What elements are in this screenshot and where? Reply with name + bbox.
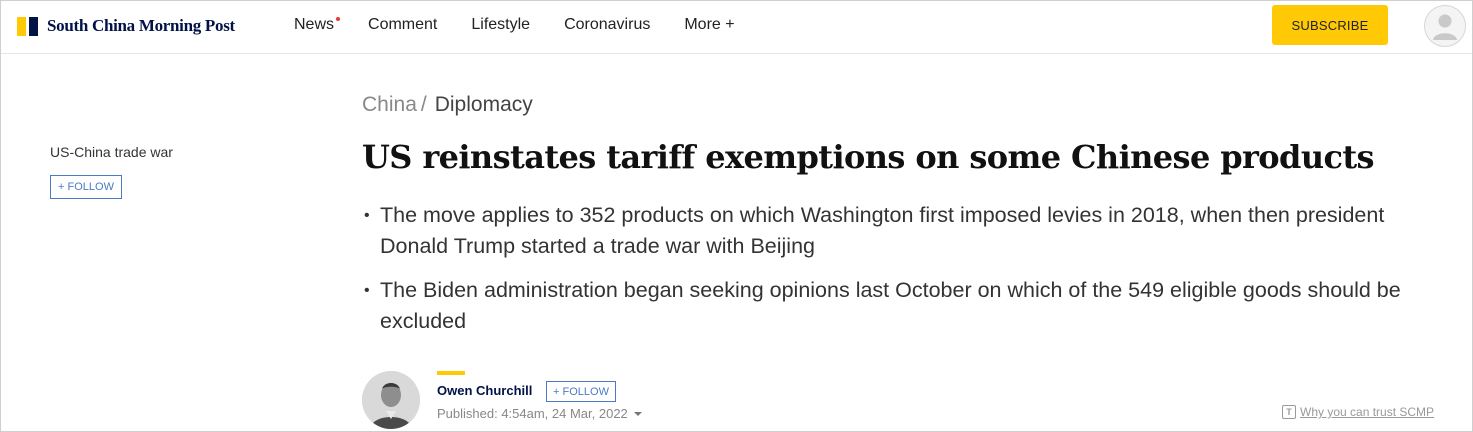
summary-bullet: The Biden administration began seeking o… [364, 275, 1404, 337]
author-name[interactable]: Owen Churchill [437, 383, 533, 398]
nav-item-label: Lifestyle [471, 16, 531, 33]
breadcrumb-separator: / [420, 93, 427, 116]
main-nav: News Comment Lifestyle Coronavirus More … [294, 16, 769, 34]
follow-author-button[interactable]: + FOLLOW [546, 381, 616, 402]
scmp-logo-mark-icon [17, 16, 38, 36]
author-accent-bar [437, 371, 465, 375]
follow-topic-button[interactable]: + FOLLOW [50, 175, 122, 199]
nav-item-label: News [294, 16, 335, 33]
published-date[interactable]: Published: 4:54am, 24 Mar, 2022 [437, 406, 642, 421]
user-avatar-icon[interactable] [1424, 5, 1466, 47]
nav-item-label: Coronavirus [564, 16, 651, 33]
author-avatar[interactable] [362, 371, 420, 429]
subscribe-button[interactable]: SUBSCRIBE [1272, 5, 1388, 45]
article-headline: US reinstates tariff exemptions on some … [362, 138, 1375, 176]
t-badge-icon: T [1282, 405, 1296, 419]
nav-item-news[interactable]: News [294, 16, 341, 34]
nav-item-more[interactable]: More + [684, 16, 734, 34]
nav-item-label: Comment [368, 16, 438, 33]
nav-item-label: More + [684, 16, 735, 33]
top-navigation-bar: South China Morning Post News Comment Li… [1, 1, 1472, 54]
summary-list: The move applies to 352 products on whic… [364, 200, 1404, 350]
trust-link[interactable]: T Why you can trust SCMP [1282, 405, 1434, 419]
logo-text: South China Morning Post [47, 16, 235, 35]
nav-item-coronavirus[interactable]: Coronavirus [564, 16, 650, 34]
topic-label[interactable]: US-China trade war [50, 144, 173, 160]
nav-item-comment[interactable]: Comment [368, 16, 437, 34]
nav-item-lifestyle[interactable]: Lifestyle [471, 16, 530, 34]
trust-link-text: Why you can trust SCMP [1300, 405, 1435, 419]
breadcrumb-section[interactable]: China [362, 93, 417, 116]
chevron-down-icon [633, 411, 642, 416]
breadcrumb: China / Diplomacy [362, 93, 533, 117]
notification-dot-icon [336, 17, 341, 21]
published-text: Published: 4:54am, 24 Mar, 2022 [437, 406, 628, 421]
scmp-logo[interactable]: South China Morning Post [17, 15, 235, 37]
summary-bullet: The move applies to 352 products on whic… [364, 200, 1404, 262]
breadcrumb-subsection[interactable]: Diplomacy [434, 93, 533, 116]
